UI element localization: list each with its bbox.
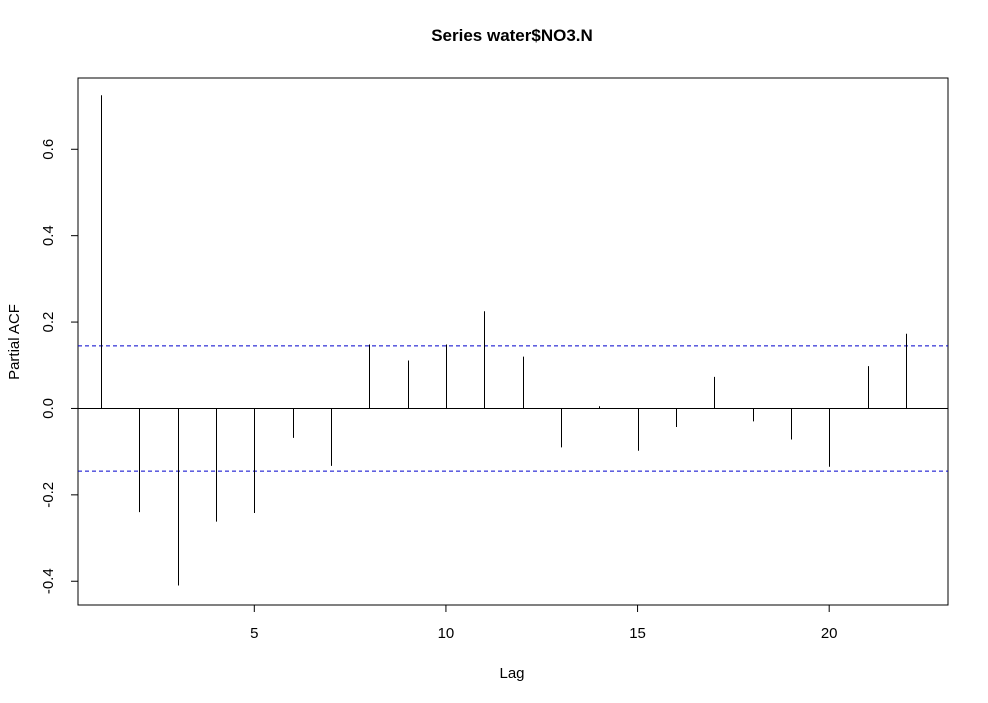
plot-frame (77, 77, 949, 606)
x-axis-label: Lag (499, 665, 524, 682)
confidence-bounds (78, 345, 948, 472)
chart-title: Series water$NO3.N (431, 26, 593, 45)
x-axis: 5 10 15 20 (250, 605, 838, 642)
y-axis-label: Partial ACF (6, 304, 23, 380)
y-axis: -0.4 -0.2 0.0 0.2 0.4 0.6 (40, 139, 78, 594)
x-tick-label: 15 (629, 625, 646, 642)
y-tick-label: 0.4 (40, 225, 57, 246)
y-tick-label: -0.4 (40, 568, 57, 594)
x-tick-label: 10 (438, 625, 455, 642)
y-tick-label: 0.6 (40, 139, 57, 160)
y-tick-label: 0.0 (40, 398, 57, 419)
y-tick-label: 0.2 (40, 312, 57, 333)
pacf-spikes (101, 95, 907, 586)
x-tick-label: 20 (821, 625, 838, 642)
x-tick-label: 5 (250, 625, 258, 642)
y-tick-label: -0.2 (40, 482, 57, 508)
